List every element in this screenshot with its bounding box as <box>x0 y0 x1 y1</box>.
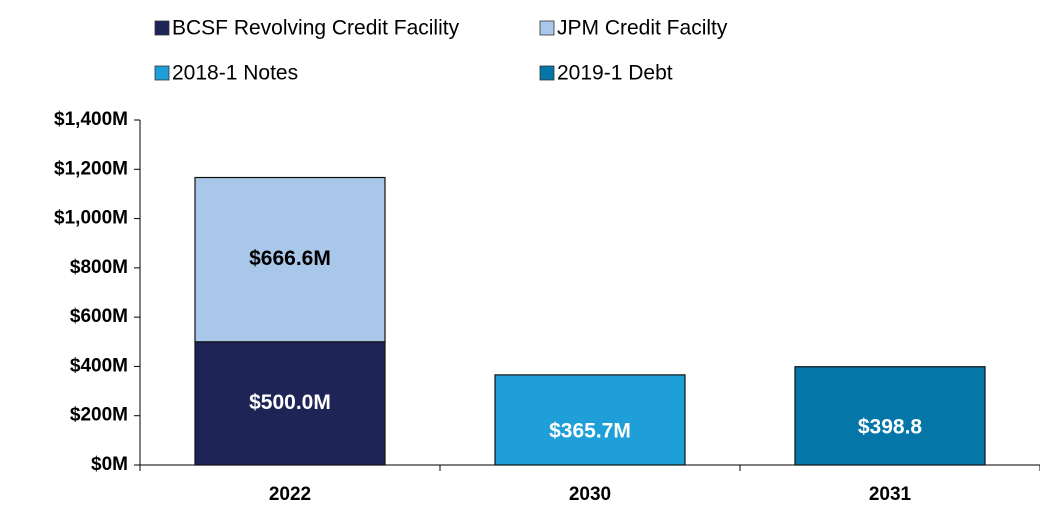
y-tick-label: $1,200M <box>54 158 128 179</box>
bar <box>494 374 686 466</box>
bar <box>794 366 986 466</box>
y-tick-label: $200M <box>70 405 128 426</box>
x-tick-label: 2022 <box>269 484 311 505</box>
legend-swatch <box>154 65 170 81</box>
legend-swatch <box>539 65 555 81</box>
legend-label: 2019-1 Debt <box>557 62 673 85</box>
x-tick-label: 2031 <box>869 484 912 505</box>
legend-label: JPM Credit Facilty <box>557 17 728 40</box>
value-label: $398.8 <box>858 415 923 438</box>
y-tick-label: $400M <box>70 355 128 376</box>
bar <box>194 341 386 466</box>
value-label: $365.7M <box>549 419 631 442</box>
legend-label: BCSF Revolving Credit Facility <box>172 17 460 40</box>
value-label: $666.6M <box>249 247 331 270</box>
value-label: $500.0M <box>249 391 331 414</box>
legend-swatch <box>539 20 555 36</box>
y-tick-label: $1,400M <box>54 109 128 130</box>
y-tick-label: $0M <box>91 454 128 475</box>
y-tick-label: $1,000M <box>54 208 128 229</box>
bar <box>194 176 386 343</box>
legend-swatch <box>154 20 170 36</box>
y-tick-label: $600M <box>70 306 128 327</box>
y-tick-label: $800M <box>70 257 128 278</box>
x-tick-label: 2030 <box>569 484 611 505</box>
legend-label: 2018-1 Notes <box>172 62 298 85</box>
